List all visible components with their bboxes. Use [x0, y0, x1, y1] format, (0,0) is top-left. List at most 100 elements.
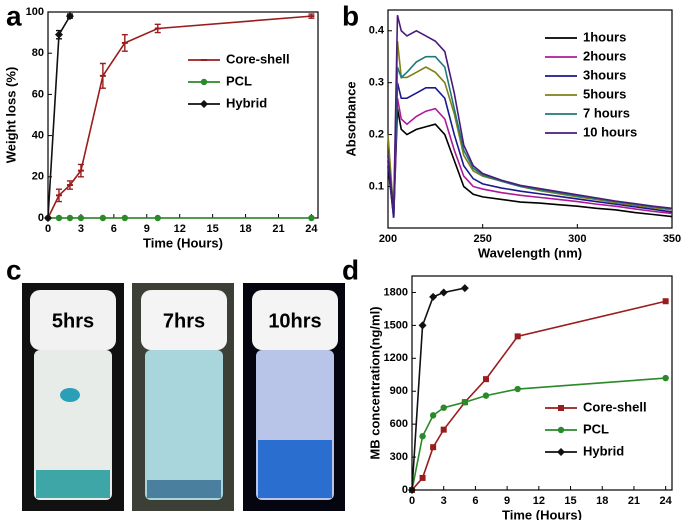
x-tick-label: 350 — [663, 233, 681, 245]
marker — [154, 27, 161, 30]
series-line — [47, 15, 312, 219]
legend-marker — [557, 448, 565, 456]
legend-marker — [200, 100, 208, 108]
x-axis-title: Time (Hours) — [143, 235, 223, 250]
legend-label: 3hours — [583, 67, 626, 82]
marker — [55, 194, 62, 197]
panel-label: d — [342, 254, 359, 285]
y-tick-label: 100 — [26, 6, 44, 18]
marker — [65, 12, 74, 21]
y-tick-label: 0 — [402, 484, 408, 496]
y-tick-label: 0.1 — [369, 180, 384, 192]
marker — [419, 474, 426, 481]
marker — [99, 214, 107, 222]
vial-liquid — [36, 470, 110, 498]
marker — [429, 412, 437, 419]
x-tick-label: 15 — [207, 223, 219, 235]
x-tick-label: 21 — [628, 495, 640, 507]
marker — [429, 292, 438, 301]
photo-panel: 5hrs 7hrs 10hrs — [22, 283, 345, 511]
marker — [77, 169, 84, 172]
series-line — [387, 82, 673, 218]
legend-label: Hybrid — [226, 95, 267, 110]
legend-label: PCL — [226, 73, 252, 88]
y-tick-label: 60 — [32, 88, 44, 100]
legend-label: 2hours — [583, 48, 626, 63]
marker — [440, 426, 447, 433]
y-tick-label: 0.3 — [369, 77, 384, 89]
marker — [55, 214, 63, 222]
x-tick-label: 6 — [472, 495, 478, 507]
x-tick-label: 3 — [78, 223, 84, 235]
vial-label: 7hrs — [163, 310, 205, 332]
series-line — [387, 98, 673, 218]
series-line — [387, 15, 673, 213]
x-tick-label: 18 — [239, 223, 251, 235]
vial-sample — [60, 388, 80, 402]
marker — [54, 30, 63, 39]
legend-marker — [557, 426, 565, 434]
marker — [408, 486, 416, 494]
marker — [99, 74, 106, 77]
x-tick-label: 0 — [409, 495, 415, 507]
marker — [308, 15, 315, 18]
marker — [418, 321, 427, 330]
marker — [514, 385, 521, 393]
y-tick-label: 1800 — [384, 286, 408, 298]
marker — [66, 184, 73, 187]
y-tick-label: 20 — [32, 171, 44, 183]
vial — [34, 350, 112, 500]
x-tick-label: 300 — [568, 233, 586, 245]
marker — [482, 376, 489, 383]
x-axis-title: Time (Hours) — [502, 507, 582, 520]
marker — [514, 333, 521, 340]
x-tick-label: 12 — [174, 223, 186, 235]
marker — [430, 444, 437, 451]
marker — [66, 214, 74, 222]
x-tick-label: 18 — [596, 495, 608, 507]
legend-label: Core-shell — [583, 399, 647, 414]
y-tick-label: 1500 — [384, 319, 408, 331]
x-tick-label: 250 — [473, 233, 491, 245]
legend-label: 5hours — [583, 86, 626, 101]
marker — [662, 374, 669, 382]
series-line — [387, 41, 673, 213]
legend-label: 7 hours — [583, 105, 630, 120]
vial-label: 10hrs — [268, 310, 321, 332]
legend-marker — [558, 405, 564, 411]
marker — [662, 298, 669, 305]
marker — [461, 399, 469, 406]
y-tick-label: 300 — [390, 451, 408, 463]
marker — [121, 214, 129, 222]
series-line — [411, 377, 666, 491]
vial — [145, 350, 223, 500]
y-tick-label: 0.4 — [369, 25, 385, 37]
marker — [308, 214, 315, 222]
series-line — [411, 287, 466, 491]
legend-label: Hybrid — [583, 443, 624, 458]
x-tick-label: 9 — [504, 495, 510, 507]
y-tick-label: 900 — [390, 385, 408, 397]
y-tick-label: 80 — [32, 47, 44, 59]
legend-label: 10 hours — [583, 124, 637, 139]
marker — [460, 284, 469, 293]
marker — [482, 392, 490, 399]
x-tick-label: 6 — [111, 223, 117, 235]
legend-label: 1hours — [583, 29, 626, 44]
marker — [439, 288, 448, 297]
marker — [44, 214, 52, 222]
x-tick-label: 15 — [564, 495, 576, 507]
y-axis-title: Absorbance — [343, 81, 358, 156]
x-tick-label: 9 — [144, 223, 150, 235]
plot-frame — [411, 275, 673, 491]
panel-label: a — [6, 0, 22, 31]
marker — [440, 404, 447, 411]
vial-cap — [141, 290, 227, 350]
plot-frame — [47, 11, 319, 219]
x-tick-label: 12 — [533, 495, 545, 507]
legend-label: Core-shell — [226, 51, 290, 66]
legend-marker — [200, 78, 208, 86]
vial-cap — [252, 290, 338, 350]
vial-label: 5hrs — [52, 310, 94, 332]
